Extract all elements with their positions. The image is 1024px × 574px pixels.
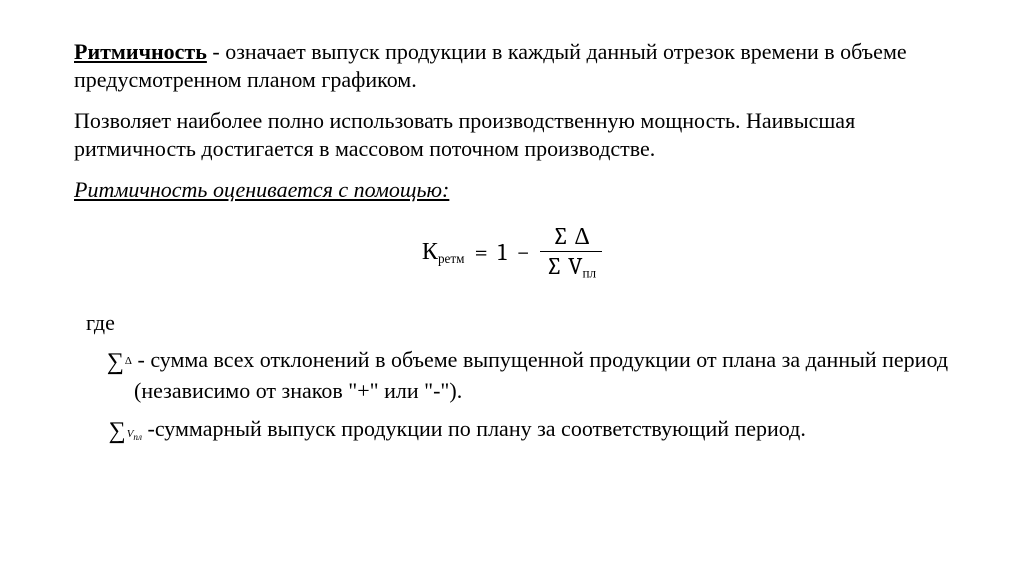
def1-text: - сумма всех отклонений в объеме выпущен… [132,347,948,403]
sym-sum-vpl: ∑Vпл [86,415,142,446]
delta-icon: Δ [124,355,132,367]
formula-block: Кретм = 1 − ∑ Δ ∑ Vпл [74,224,950,281]
formula-fraction: ∑ Δ ∑ Vпл [540,224,602,281]
formula-one: 1 [498,237,507,267]
term-rhythm: Ритмичность [74,39,207,64]
denom-v: V [568,252,582,280]
sym-sum-delta: ∑Δ [86,346,132,377]
formula-eq: = [475,237,488,267]
paragraph-explain: Позволяет наиболее полно использовать пр… [74,107,950,162]
formula-numerator: ∑ Δ [546,224,596,249]
where-block: где ∑Δ - сумма всех отклонений в объеме … [86,309,950,446]
definition-sum-vpl: ∑Vпл -суммарный выпуск продукции по план… [86,415,950,446]
sigma-icon: ∑ [109,418,126,444]
definition-sum-delta: ∑Δ - сумма всех отклонений в объеме выпу… [86,346,950,404]
denom-sub: пл [582,266,596,281]
formula-lhs: Кретм [422,236,465,268]
paragraph-definition: Ритмичность - означает выпуск продукции … [74,38,950,93]
denom-sigma: ∑ [546,252,568,280]
formula: Кретм = 1 − ∑ Δ ∑ Vпл [422,224,602,281]
formula-lhs-sub: ретм [438,252,465,267]
where-word: где [86,309,950,337]
sigma-icon: ∑ [107,349,124,375]
def2-text: -суммарный выпуск продукции по плану за … [142,416,806,441]
formula-denominator: ∑ Vпл [540,254,602,281]
document-page: Ритмичность - означает выпуск продукции … [0,0,1024,446]
vpl-icon: Vпл [126,428,142,440]
formula-lhs-main: К [422,237,438,265]
evaluation-line: Ритмичность оценивается с помощью: [74,176,950,204]
formula-minus: − [517,237,530,267]
